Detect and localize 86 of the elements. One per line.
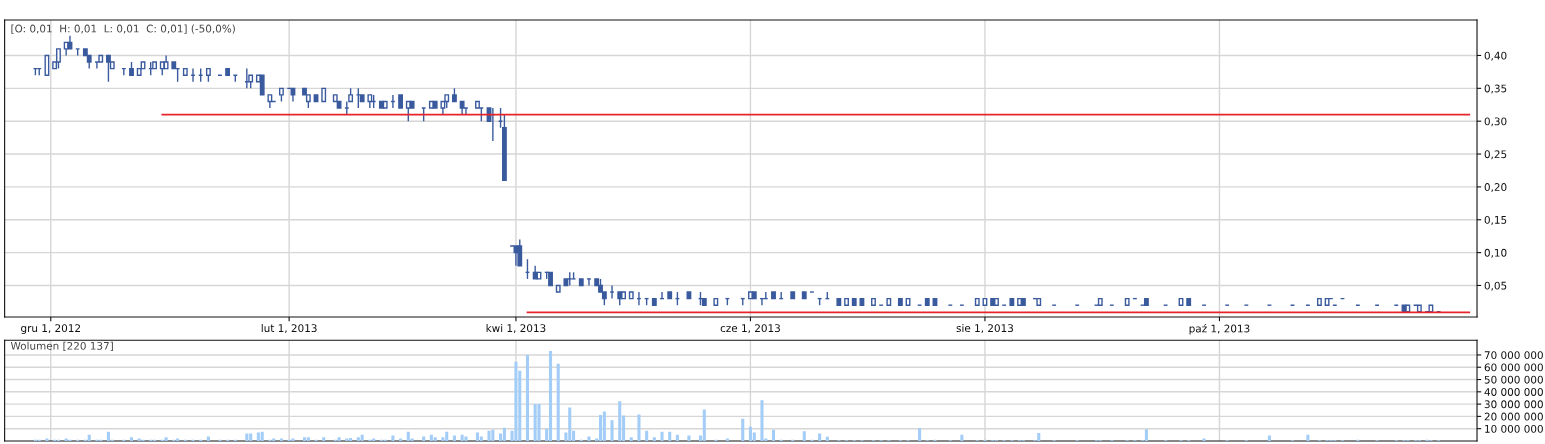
bar [460, 434, 464, 441]
bar [748, 426, 752, 441]
candlestick [517, 238, 523, 267]
bar [960, 434, 964, 441]
bar [106, 431, 110, 441]
y-tick-label: 0,20 [1484, 183, 1507, 193]
bar [652, 437, 656, 441]
x-tick-label: gru 1, 2012 [21, 324, 81, 335]
bar [548, 351, 553, 441]
bar [349, 438, 353, 441]
bar [475, 432, 480, 441]
bar [668, 431, 672, 441]
y-tick-label: 60 000 000 [1484, 363, 1543, 372]
bar [322, 437, 326, 441]
bar [360, 434, 364, 441]
bar [702, 409, 706, 441]
bar [302, 437, 307, 441]
y-tick-label: 30 000 000 [1484, 400, 1543, 409]
bar [610, 420, 614, 441]
bar [645, 430, 649, 441]
y-tick-label: 0,10 [1484, 248, 1507, 258]
bar [660, 431, 664, 441]
bar [306, 437, 310, 441]
y-tick-label: 0,30 [1484, 117, 1507, 127]
bar [525, 354, 529, 441]
x-tick-label: kwi 1, 2013 [486, 323, 546, 334]
bar [356, 437, 360, 441]
x-tick-label: paź 1, 2013 [1189, 323, 1250, 335]
annotation: [O: 0,01 H: 0,01 L: 0,01 C: 0,01] (-50,0%) [11, 24, 235, 34]
bar [445, 431, 449, 441]
y-tick-label: 0,35 [1484, 84, 1507, 94]
bar [537, 404, 541, 441]
bar [337, 437, 341, 441]
bar [87, 434, 91, 441]
bar [249, 433, 253, 441]
bar [1306, 434, 1310, 441]
bar [587, 436, 591, 441]
bar [164, 437, 168, 441]
bar [741, 418, 745, 441]
bar [1144, 429, 1148, 441]
candlestick [44, 54, 50, 76]
bar [406, 431, 410, 441]
bar [825, 436, 829, 441]
bar [256, 432, 260, 441]
bar [818, 433, 822, 441]
bar [429, 434, 433, 441]
candlestick [190, 67, 196, 83]
x-tick-label: lut 1, 2013 [261, 323, 317, 334]
y-tick-label: 0,40 [1484, 51, 1507, 61]
candlestick [609, 284, 615, 300]
bar [771, 429, 776, 441]
annotation: Wolumen [220 137] [10, 341, 113, 351]
bar [433, 437, 437, 441]
bar [129, 437, 134, 441]
bar [802, 431, 806, 441]
bar [556, 363, 560, 441]
bar [487, 430, 491, 441]
y-tick-label: 0,05 [1484, 281, 1507, 291]
y-tick-label: 20 000 000 [1484, 412, 1543, 421]
bar [760, 400, 764, 441]
candlestick [56, 48, 61, 70]
bar [502, 427, 506, 441]
bar [675, 434, 679, 441]
bar [568, 407, 572, 441]
bar [602, 411, 606, 441]
bar [1037, 432, 1041, 441]
candlestick [586, 278, 592, 287]
y-tick-label: 10 000 000 [1485, 424, 1543, 433]
y-tick-label: 0,25 [1484, 150, 1507, 160]
bar [514, 361, 518, 441]
y-tick-label: 70 000 000 [1484, 351, 1543, 360]
x-tick-label: cze 1, 2013 [720, 324, 780, 334]
bar [629, 437, 633, 441]
y-tick-label: 0,15 [1484, 215, 1507, 225]
bar [598, 414, 603, 441]
bar [918, 428, 922, 441]
bar [260, 431, 264, 441]
y-tick-label: 40 000 000 [1484, 388, 1543, 396]
y-tick-label: 50 000 000 [1484, 375, 1543, 384]
bar [245, 433, 249, 441]
bar [1267, 435, 1271, 441]
bar [637, 414, 641, 441]
x-tick-label: sie 1, 2013 [956, 323, 1014, 334]
bar [618, 401, 622, 441]
bar [491, 429, 495, 441]
bar [533, 404, 537, 441]
